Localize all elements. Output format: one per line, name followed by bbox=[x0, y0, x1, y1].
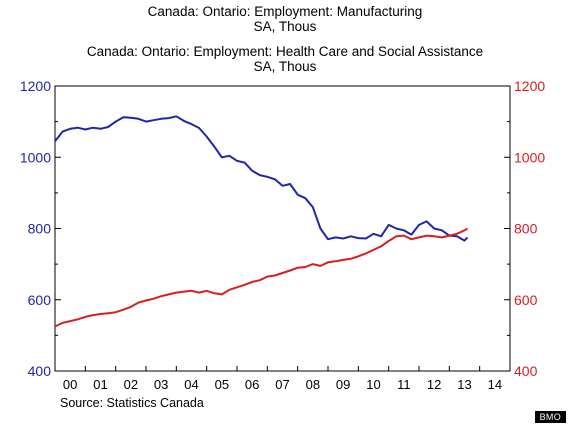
x-tick-label: 04 bbox=[184, 377, 198, 392]
x-tick-label: 14 bbox=[488, 377, 502, 392]
x-tick-label: 12 bbox=[427, 377, 441, 392]
right-tick-label: 1200 bbox=[514, 78, 545, 94]
right-tick-label: 400 bbox=[514, 363, 538, 379]
x-tick-label: 09 bbox=[336, 377, 350, 392]
title-manufacturing-units: SA, Thous bbox=[254, 19, 317, 34]
title-health-care: Canada: Ontario: Employment: Health Care… bbox=[87, 44, 483, 59]
left-tick-label: 600 bbox=[28, 292, 52, 308]
left-tick-label: 800 bbox=[28, 221, 52, 237]
x-tick-label: 00 bbox=[63, 377, 77, 392]
title-manufacturing: Canada: Ontario: Employment: Manufacturi… bbox=[148, 4, 423, 19]
x-tick-label: 06 bbox=[245, 377, 259, 392]
x-tick-label: 13 bbox=[457, 377, 471, 392]
right-tick-label: 600 bbox=[514, 292, 538, 308]
left-tick-label: 1000 bbox=[20, 149, 51, 165]
right-tick-label: 800 bbox=[514, 221, 538, 237]
title-health-care-units: SA, Thous bbox=[254, 59, 317, 74]
x-tick-label: 03 bbox=[154, 377, 168, 392]
x-tick-label: 07 bbox=[275, 377, 289, 392]
plot-area: 1200 1000 800 600 400 1200 1000 800 600 400 00 01 02… bbox=[20, 78, 546, 392]
bmo-watermark: BMO bbox=[534, 411, 566, 423]
x-tick-label: 02 bbox=[124, 377, 138, 392]
health-care-series-line bbox=[54, 227, 469, 328]
plot-frame bbox=[54, 85, 511, 372]
x-tick-label: 11 bbox=[397, 377, 411, 392]
manufacturing-series-line bbox=[54, 115, 469, 242]
left-tick-label: 400 bbox=[28, 363, 52, 379]
source-note: Source: Statistics Canada bbox=[60, 396, 204, 410]
x-tick-label: 08 bbox=[306, 377, 320, 392]
x-tick-label: 10 bbox=[366, 377, 380, 392]
right-tick-label: 1000 bbox=[514, 149, 545, 165]
x-tick-label: 05 bbox=[215, 377, 229, 392]
left-tick-label: 1200 bbox=[20, 78, 51, 94]
x-tick-label: 01 bbox=[93, 377, 107, 392]
